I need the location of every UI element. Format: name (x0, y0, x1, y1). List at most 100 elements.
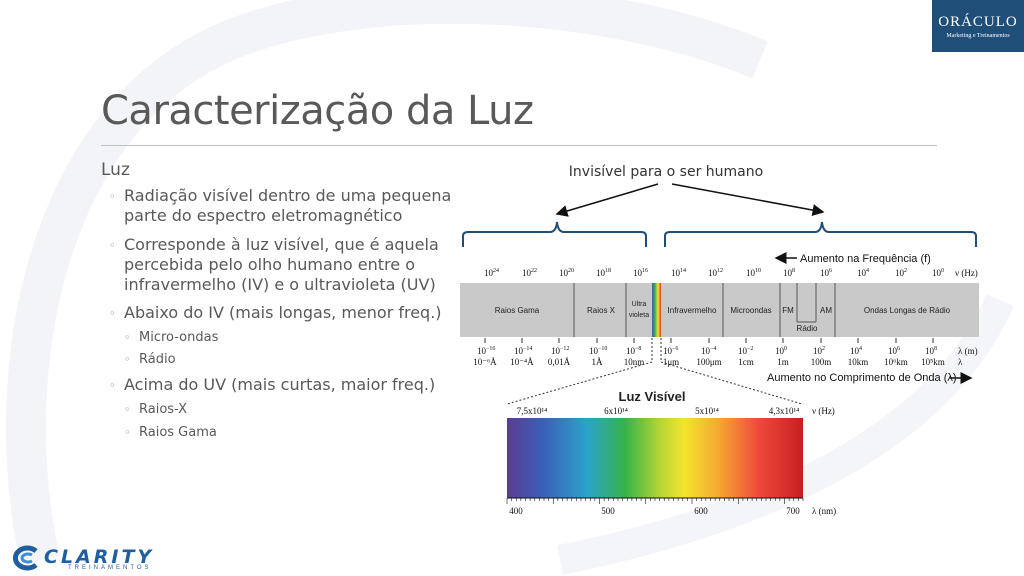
wave-tick-label: 102 (813, 346, 825, 356)
freq-tick-label: 1020 (559, 268, 574, 278)
wave-tick-label: 10−4 (701, 346, 716, 356)
bullet-item: ◦ Acima do UV (mais curtas, maior freq.) (109, 375, 484, 395)
sub-bullet-item: ◦ Raios-X (124, 402, 188, 417)
clarity-logo: CLARITY TREINAMENTOS (8, 545, 178, 571)
freq-tick-label: 1022 (522, 268, 537, 278)
wave-unit-label: 100μm (696, 357, 721, 367)
spectrum-band (460, 283, 979, 337)
wave-unit-label: 10⁻⁶Å (473, 357, 497, 367)
oraculo-brand: ORÁCULO (938, 14, 1018, 30)
visible-wave-label: 500 (601, 506, 615, 516)
freq-tick-label: 104 (857, 268, 869, 278)
band-gamma: Raios Gama (495, 306, 540, 315)
bullet-line: infravermelho (IV) e o ultravioleta (UV) (124, 275, 436, 294)
visible-freq-label: 5x10¹⁴ (695, 406, 719, 416)
wave-arrow-label: Aumento no Comprimento de Onda (λ) (767, 372, 957, 384)
invisible-label: Invisível para o ser humano (569, 164, 763, 180)
bullet-line: Abaixo do IV (mais longas, menor freq.) (124, 303, 442, 322)
visible-wave-unit: λ (nm) (812, 506, 836, 516)
sub-bullet-text: Raios Gama (139, 425, 217, 440)
bullet-item: ◦ Corresponde à luz visível, que é aquel… (109, 235, 484, 295)
visible-wave-row: 400 500 600 700 (509, 506, 800, 516)
projection-line-left-diag (506, 361, 653, 405)
freq-tick-label: 108 (783, 268, 795, 278)
visible-wave-label: 400 (509, 506, 523, 516)
visible-title: Luz Visível (619, 389, 686, 404)
freq-tick-label: 1012 (708, 268, 723, 278)
band-micro: Microondas (730, 306, 771, 315)
wave-unit-label: 1m (777, 357, 789, 367)
wave-unit-label: 10⁶km (884, 357, 908, 367)
visible-freq-row: 7,5x10¹⁴ 6x10¹⁴ 5x10¹⁴ 4,3x10¹⁴ (517, 406, 800, 416)
freq-tick-label: 1014 (671, 268, 686, 278)
band-xray: Raios X (587, 306, 616, 315)
wave-unit-label: 10⁻⁴Å (510, 357, 534, 367)
sub-bullet-item: ◦ Rádio (124, 352, 176, 367)
bullet-line: Radiação visível dentro de uma pequena (124, 186, 452, 205)
wave-tick-label: 10−14 (514, 346, 532, 356)
wave-unit-label: 1Å (592, 357, 604, 367)
freq-unit: ν (Hz) (955, 268, 978, 278)
invisible-arrow-left (555, 183, 659, 217)
wave-tick-label: 108 (925, 346, 937, 356)
wave-tick-label: 10−6 (663, 346, 678, 356)
freq-tick-label: 1024 (484, 268, 499, 278)
sub-bullet-text: Micro-ondas (139, 330, 219, 345)
wave-tick-label: 10−12 (551, 346, 569, 356)
wave-unit: λ (m) (958, 346, 978, 356)
visible-ruler (506, 497, 804, 504)
wave-unit-label: 1μm (663, 357, 679, 367)
band-am: AM (820, 306, 832, 315)
wave-tick-label: 106 (888, 346, 900, 356)
oraculo-tagline: Marketing e Treinamentos (946, 33, 1010, 39)
wave-unit-label: 10⁵km (921, 357, 945, 367)
clarity-emblem-icon (12, 545, 38, 571)
wave-unit-label: 10nm (624, 357, 645, 367)
brace-left (462, 221, 647, 247)
sub-bullet-text: Rádio (139, 352, 176, 367)
freq-tick-row: 1024 1022 1020 1018 1016 1014 1012 1010 108 106 10… (484, 268, 944, 278)
band-long-radio: Ondas Longas de Rádio (864, 306, 951, 315)
band-uv-2: violeta (629, 312, 649, 319)
wave-unit-label: 100m (811, 357, 832, 367)
freq-tick-label: 1016 (633, 268, 648, 278)
freq-tick-label: 100 (932, 268, 944, 278)
clarity-tagline: TREINAMENTOS (68, 565, 152, 571)
bullet-heading: Luz (101, 160, 130, 180)
clarity-brand: CLARITY (44, 546, 155, 568)
title-divider (101, 145, 937, 146)
wave-tick-label: 10−16 (477, 346, 495, 356)
freq-arrow-label: Aumento na Frequência (f) (800, 253, 931, 265)
brace-right (664, 221, 977, 247)
bullet-item: ◦ Abaixo do IV (mais longas, menor freq.… (109, 303, 484, 323)
wave-tick-label: 100 (775, 346, 787, 356)
page-title: Caracterização da Luz (101, 88, 534, 134)
wave-tick-label: 10−2 (738, 346, 753, 356)
freq-tick-label: 106 (820, 268, 832, 278)
visible-slit (652, 283, 661, 337)
bullet-line: Acima do UV (mais curtas, maior freq.) (124, 375, 436, 394)
freq-tick-label: 102 (895, 268, 907, 278)
visible-wave-label: 600 (694, 506, 708, 516)
wave-unit-label: 1cm (738, 357, 754, 367)
invisible-arrow-right (671, 183, 825, 216)
bullet-line: parte do espectro eletromagnético (124, 206, 403, 225)
sub-bullet-item: ◦ Raios Gama (124, 425, 217, 440)
sub-bullet-text: Raios-X (139, 402, 188, 417)
wave-tick-label: 10−10 (589, 346, 607, 356)
freq-tick-label: 1018 (596, 268, 611, 278)
band-uv-1: Ultra (632, 301, 647, 308)
visible-freq-unit: ν (Hz) (812, 406, 835, 416)
band-radio: Rádio (797, 324, 818, 333)
visible-spectrum-bar (507, 418, 803, 498)
band-ir: Infravermelho (668, 306, 717, 315)
band-fm: FM (782, 306, 794, 315)
bullet-item: ◦ Radiação visível dentro de uma pequena… (109, 186, 484, 226)
bullet-line: Corresponde à luz visível, que é aquela (124, 235, 439, 254)
visible-freq-label: 7,5x10¹⁴ (517, 406, 548, 416)
sub-bullet-item: ◦ Micro-ondas (124, 330, 219, 345)
projection-line-right-diag (660, 361, 803, 405)
